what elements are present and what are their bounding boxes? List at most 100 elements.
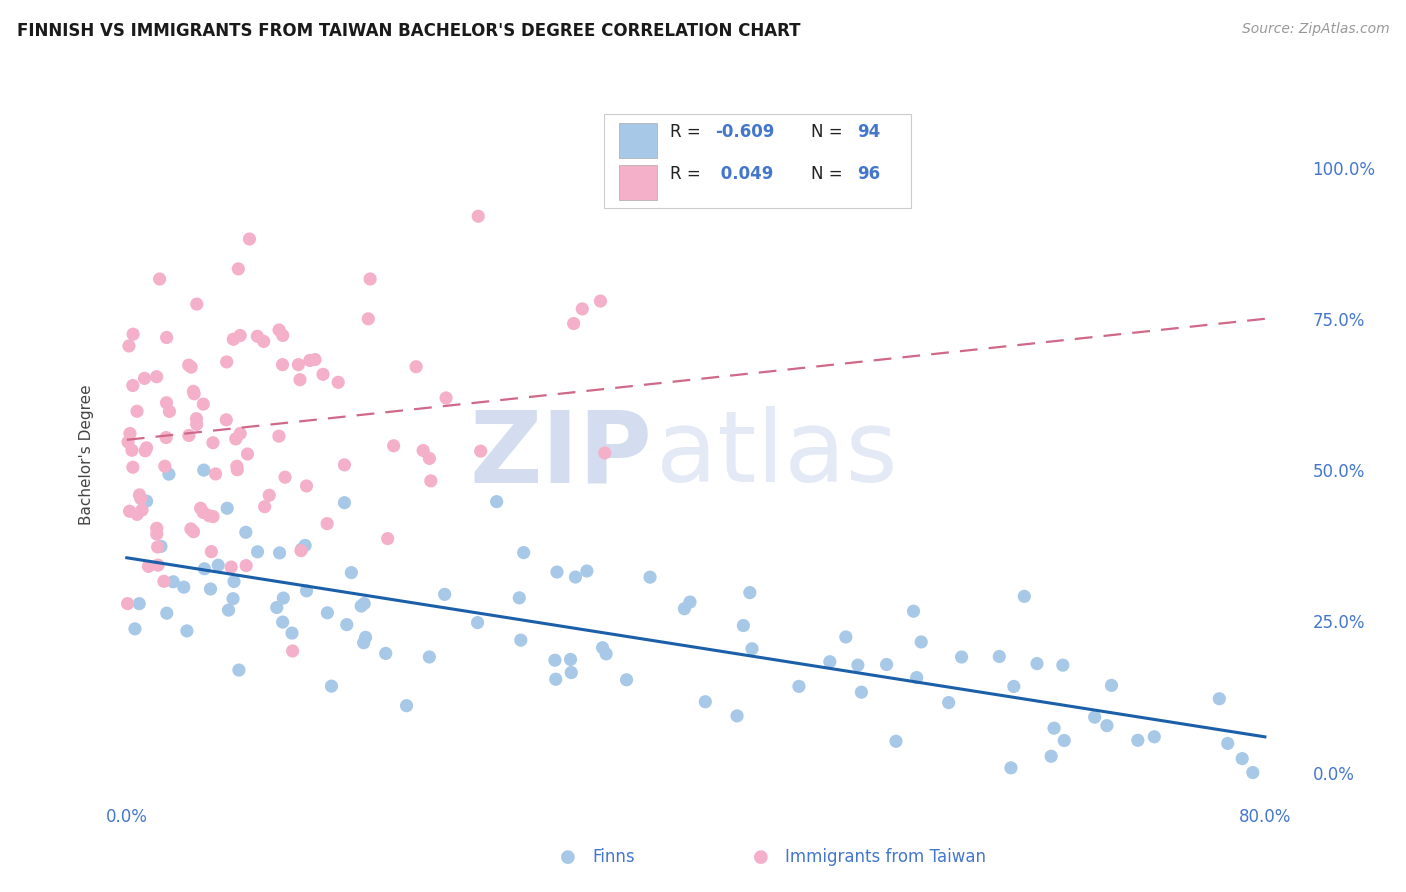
Point xyxy=(509,633,531,648)
Point xyxy=(1052,658,1074,673)
Point xyxy=(207,558,229,573)
Text: Source: ZipAtlas.com: Source: ZipAtlas.com xyxy=(1241,22,1389,37)
Point xyxy=(235,525,257,540)
Point xyxy=(145,521,167,535)
Text: Finns: Finns xyxy=(592,848,636,866)
Point xyxy=(290,543,312,558)
Point xyxy=(1208,691,1230,706)
Point xyxy=(910,635,932,649)
Point xyxy=(200,582,222,596)
FancyBboxPatch shape xyxy=(619,165,657,200)
Point xyxy=(835,630,858,644)
Point xyxy=(333,496,356,510)
Point xyxy=(374,647,396,661)
Point xyxy=(236,447,259,461)
Point xyxy=(575,564,598,578)
Point xyxy=(467,615,489,630)
Point xyxy=(546,565,568,579)
Point xyxy=(235,558,257,573)
Point xyxy=(215,413,238,427)
Point xyxy=(560,652,582,666)
Point xyxy=(204,467,226,481)
Text: 94: 94 xyxy=(856,123,880,141)
Point xyxy=(218,603,240,617)
Point xyxy=(395,698,418,713)
Point xyxy=(738,585,761,599)
Point xyxy=(1043,721,1066,735)
Text: atlas: atlas xyxy=(657,407,897,503)
Point xyxy=(336,617,359,632)
Point xyxy=(695,695,717,709)
Point xyxy=(134,371,156,385)
Point xyxy=(903,604,925,618)
Point xyxy=(298,353,321,368)
Point xyxy=(156,330,179,344)
Point xyxy=(818,655,841,669)
Point xyxy=(350,599,373,613)
Point xyxy=(131,503,153,517)
Text: ●: ● xyxy=(752,848,769,866)
Point xyxy=(222,332,245,346)
Point xyxy=(222,574,245,589)
Point xyxy=(434,391,457,405)
Point xyxy=(419,474,441,488)
Point xyxy=(485,494,508,508)
Point xyxy=(508,591,530,605)
Text: -0.609: -0.609 xyxy=(714,123,775,141)
Point xyxy=(560,665,582,680)
Point xyxy=(1232,751,1254,765)
Point xyxy=(905,671,928,685)
Point xyxy=(117,597,139,611)
Point xyxy=(876,657,898,672)
Point xyxy=(316,516,339,531)
Point xyxy=(193,397,215,411)
Point xyxy=(186,297,208,311)
Point xyxy=(217,501,239,516)
Point xyxy=(129,491,152,506)
Point xyxy=(1126,733,1149,747)
Point xyxy=(193,562,215,576)
Point xyxy=(155,431,177,445)
Text: 96: 96 xyxy=(856,165,880,183)
Point xyxy=(200,544,222,558)
Point xyxy=(544,672,567,686)
Point xyxy=(1095,718,1118,732)
Point xyxy=(128,488,150,502)
Point xyxy=(544,653,567,667)
Point xyxy=(787,679,810,693)
Point xyxy=(589,294,612,309)
Point xyxy=(146,540,169,554)
Point xyxy=(253,500,276,514)
Point xyxy=(122,327,145,342)
Point xyxy=(222,591,245,606)
Text: N =: N = xyxy=(811,165,848,183)
Point xyxy=(1241,765,1264,780)
Point xyxy=(571,301,593,316)
Point xyxy=(733,618,755,632)
Point xyxy=(183,384,205,399)
Point xyxy=(225,432,247,446)
FancyBboxPatch shape xyxy=(619,123,657,158)
Point xyxy=(353,636,375,650)
Point xyxy=(316,606,339,620)
Point xyxy=(176,624,198,638)
Point xyxy=(246,545,269,559)
Point xyxy=(988,649,1011,664)
Point xyxy=(155,396,177,410)
Point xyxy=(177,428,200,442)
Point xyxy=(228,261,250,276)
Point xyxy=(215,355,238,369)
Point xyxy=(354,631,377,645)
Point xyxy=(412,443,434,458)
Point xyxy=(274,470,297,484)
Point xyxy=(884,734,907,748)
Point xyxy=(145,369,167,384)
Point xyxy=(267,429,290,443)
Point xyxy=(145,527,167,541)
Point xyxy=(180,522,202,536)
Point xyxy=(117,434,139,449)
Point xyxy=(851,685,873,699)
Point xyxy=(295,583,318,598)
Point xyxy=(134,443,156,458)
Point xyxy=(1053,733,1076,747)
